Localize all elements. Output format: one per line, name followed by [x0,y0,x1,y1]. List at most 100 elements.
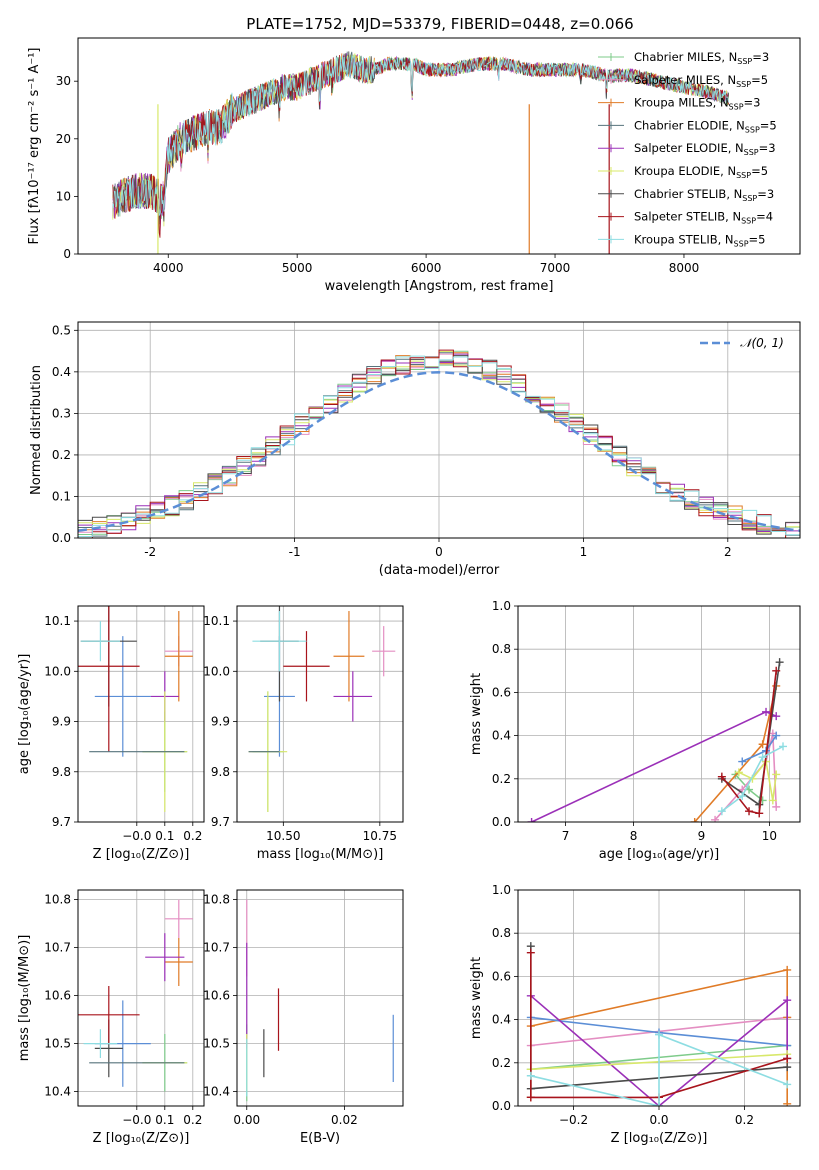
residuals-panel: -2 -1 0 1 2 0.0 0.1 0.2 0.3 0.4 0.5 (data-model)/er… [29,321,801,578]
x-axis-label: Z [log₁₀(Z/Z⊙)] [611,1131,708,1146]
legend-label-subscript: SSP [734,239,749,248]
data-layer [78,349,800,538]
y-tick-label: 10.6 [44,989,71,1003]
y-tick-label: 0.4 [52,365,71,379]
legend-label: Kroupa STELIB, NSSP=5 [634,232,765,248]
axes-frame [77,37,801,255]
weight-marker [783,965,792,974]
data-layer [526,942,792,1106]
weight-marker [758,740,767,749]
x-tick-label: 0.0 [649,1113,668,1127]
y-tick-label: 0.2 [492,1056,511,1070]
weight-marker [745,807,754,816]
x-axis-label: (data-model)/error [379,563,500,578]
y-tick-label: 0.3 [52,406,71,420]
x-tick-label: 10.75 [363,829,397,843]
y-tick-label: 0.0 [492,815,511,829]
mass-vs-extinction-panel: 0.00 0.02 10.4 10.5 10.6 10.7 10.8 E(B-V) [203,889,404,1146]
weight-marker [526,1071,535,1080]
legend-label-tail: =5 [751,73,768,87]
x-tick-label: 0 [435,545,443,559]
weight-marker [783,1099,792,1106]
data-layer [248,606,396,812]
y-axis-label: Flux [fλ10⁻¹⁷ erg cm⁻² s⁻¹ A⁻¹] [27,48,42,245]
data-layer [78,606,193,812]
x-tick-label: 0.1 [155,829,174,843]
legend-label-text: Salpeter ELODIE, N [634,141,744,155]
y-tick-label: 10.5 [44,1037,71,1051]
y-tick-label: 10.5 [203,1037,230,1051]
axes-frame [77,321,801,539]
x-axis-label: mass [log₁₀(M/M⊙)] [257,847,384,862]
x-tick-label: 0.00 [233,1113,260,1127]
y-tick-label: 0 [63,247,71,261]
spectrum-line [112,54,729,217]
legend-label: Kroupa ELODIE, NSSP=5 [634,164,768,180]
y-tick-label: 9.7 [52,815,71,829]
legend-label-subscript: SSP [741,217,756,226]
y-tick-label: 20 [56,132,71,146]
data-layer [527,658,788,822]
x-axis-label: wavelength [Angstrom, rest frame] [325,279,554,294]
y-tick-label: 10.4 [44,1085,71,1099]
weight-marker [783,1063,792,1072]
y-tick-label: 0.5 [52,323,71,337]
y-tick-label: 0.8 [492,926,511,940]
axes-frame [517,889,801,1107]
weight-marker [690,818,699,822]
x-tick-label: 0.1 [155,1113,174,1127]
legend-label-text: Kroupa MILES, N [634,96,729,110]
gridlines [78,606,204,823]
weight-marker [526,948,535,957]
y-tick-label: 1.0 [492,883,511,897]
weight-line [721,670,777,815]
legend-label: Salpeter ELODIE, NSSP=3 [634,141,776,157]
x-tick-label: 7 [562,829,570,843]
y-tick-label: 0.2 [52,448,71,462]
weight-marker [783,996,792,1005]
legend-label-subscript: SSP [742,194,757,203]
axes-frame [77,605,205,823]
x-tick-label: 8 [630,829,638,843]
y-tick-label: 10.0 [44,664,71,678]
x-tick-label: −0.0 [122,829,151,843]
y-tick-label: 9.9 [52,715,71,729]
weight-marker [768,796,777,805]
legend-label-text: Salpeter MILES, N [634,73,736,87]
x-axis-label: Z [log₁₀(Z/Z⊙)] [93,847,190,862]
weight-marker [526,1093,535,1102]
legend-label-subscript: SSP [736,171,751,180]
legend-label-tail: =5 [760,118,777,132]
y-tick-label: 9.8 [211,765,230,779]
x-tick-label: 4000 [153,261,184,275]
weight-marker [655,1030,663,1039]
legend-label: Kroupa MILES, NSSP=3 [634,96,760,112]
y-tick-label: 0.1 [52,489,71,503]
axes-frame [236,889,404,1107]
y-tick-label: 10.4 [203,1085,230,1099]
y-tick-label: 10.1 [44,614,71,628]
weight-line [531,710,777,822]
weight-line [530,995,788,1106]
weight-marker [772,712,781,721]
weight-marker [527,818,536,822]
weight-marker [775,658,784,667]
gridlines [78,890,204,1106]
y-tick-label: 9.8 [52,765,71,779]
y-tick-label: 0.0 [492,1099,511,1113]
weight-marker [734,768,743,777]
weight-vs-age-panel: 7 8 9 10 0.0 0.2 0.4 0.6 0.8 1.0 age [log₁₀(age/yr… [469,599,801,862]
y-tick-label: 9.7 [211,815,230,829]
x-axis-label: E(B-V) [300,1131,340,1146]
legend-label: Salpeter STELIB, NSSP=4 [634,210,773,226]
weight-marker [772,802,781,811]
x-tick-label: 0.02 [331,1113,358,1127]
data-layer [78,899,193,1092]
weight-marker [755,809,764,818]
y-axis-label: Normed distribution [29,365,44,495]
y-tick-label: 10.7 [203,941,230,955]
weight-marker [772,666,781,675]
y-tick-label: 0.2 [492,772,511,786]
y-tick-label: 0.4 [492,1013,511,1027]
x-tick-label: 0.2 [735,1113,754,1127]
